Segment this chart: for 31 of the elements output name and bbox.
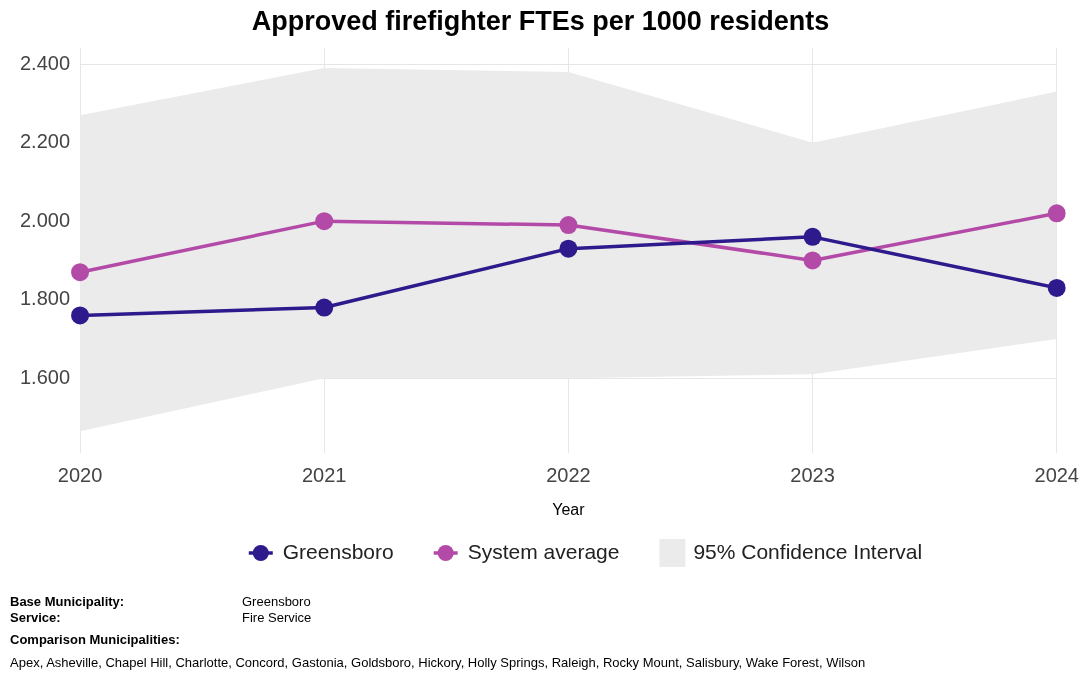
point bbox=[803, 227, 822, 246]
text: Fire Service bbox=[242, 610, 313, 626]
y-tick-label: 1.800 bbox=[19, 287, 71, 310]
point bbox=[71, 306, 90, 325]
text: Greensboro bbox=[242, 594, 312, 610]
point bbox=[803, 251, 822, 270]
x-axis-title: Year bbox=[552, 500, 586, 518]
x-tick-label: 2023 bbox=[790, 464, 835, 487]
point bbox=[1047, 204, 1066, 223]
x-tick-label: 2022 bbox=[546, 464, 591, 487]
legend-label: 95% Confidence Interval bbox=[693, 539, 923, 563]
legend-label: Greensboro bbox=[282, 539, 394, 563]
text: Comparison Municipalities: bbox=[10, 632, 181, 647]
point bbox=[1047, 278, 1066, 297]
y-tick-label: 2.000 bbox=[19, 208, 71, 231]
x-tick-label: 2021 bbox=[301, 464, 347, 487]
y-tick-label: 2.200 bbox=[19, 130, 71, 153]
x-tick-label: 2020 bbox=[57, 464, 103, 487]
text: Service: bbox=[10, 610, 62, 626]
y-tick-label: 2.400 bbox=[19, 51, 71, 74]
x-tick-label: 2024 bbox=[1034, 464, 1079, 487]
text: Base Municipality: bbox=[10, 594, 126, 610]
y-tick-label: 1.600 bbox=[19, 365, 71, 388]
point bbox=[559, 239, 578, 258]
point bbox=[315, 212, 334, 231]
chart-title: Approved firefighter FTEs per 1000 residents bbox=[251, 5, 830, 36]
point bbox=[559, 216, 578, 235]
point bbox=[315, 298, 334, 317]
text: Apex, Asheville, Chapel Hill, Charlotte, Concord, Gastonia, Goldsboro, Hickory, Holly Springs, Raleigh, Rocky Mount, Salisbury, Wake Forest, Wilson bbox=[10, 655, 867, 670]
legend-label: System average bbox=[467, 539, 620, 563]
point bbox=[71, 263, 90, 282]
